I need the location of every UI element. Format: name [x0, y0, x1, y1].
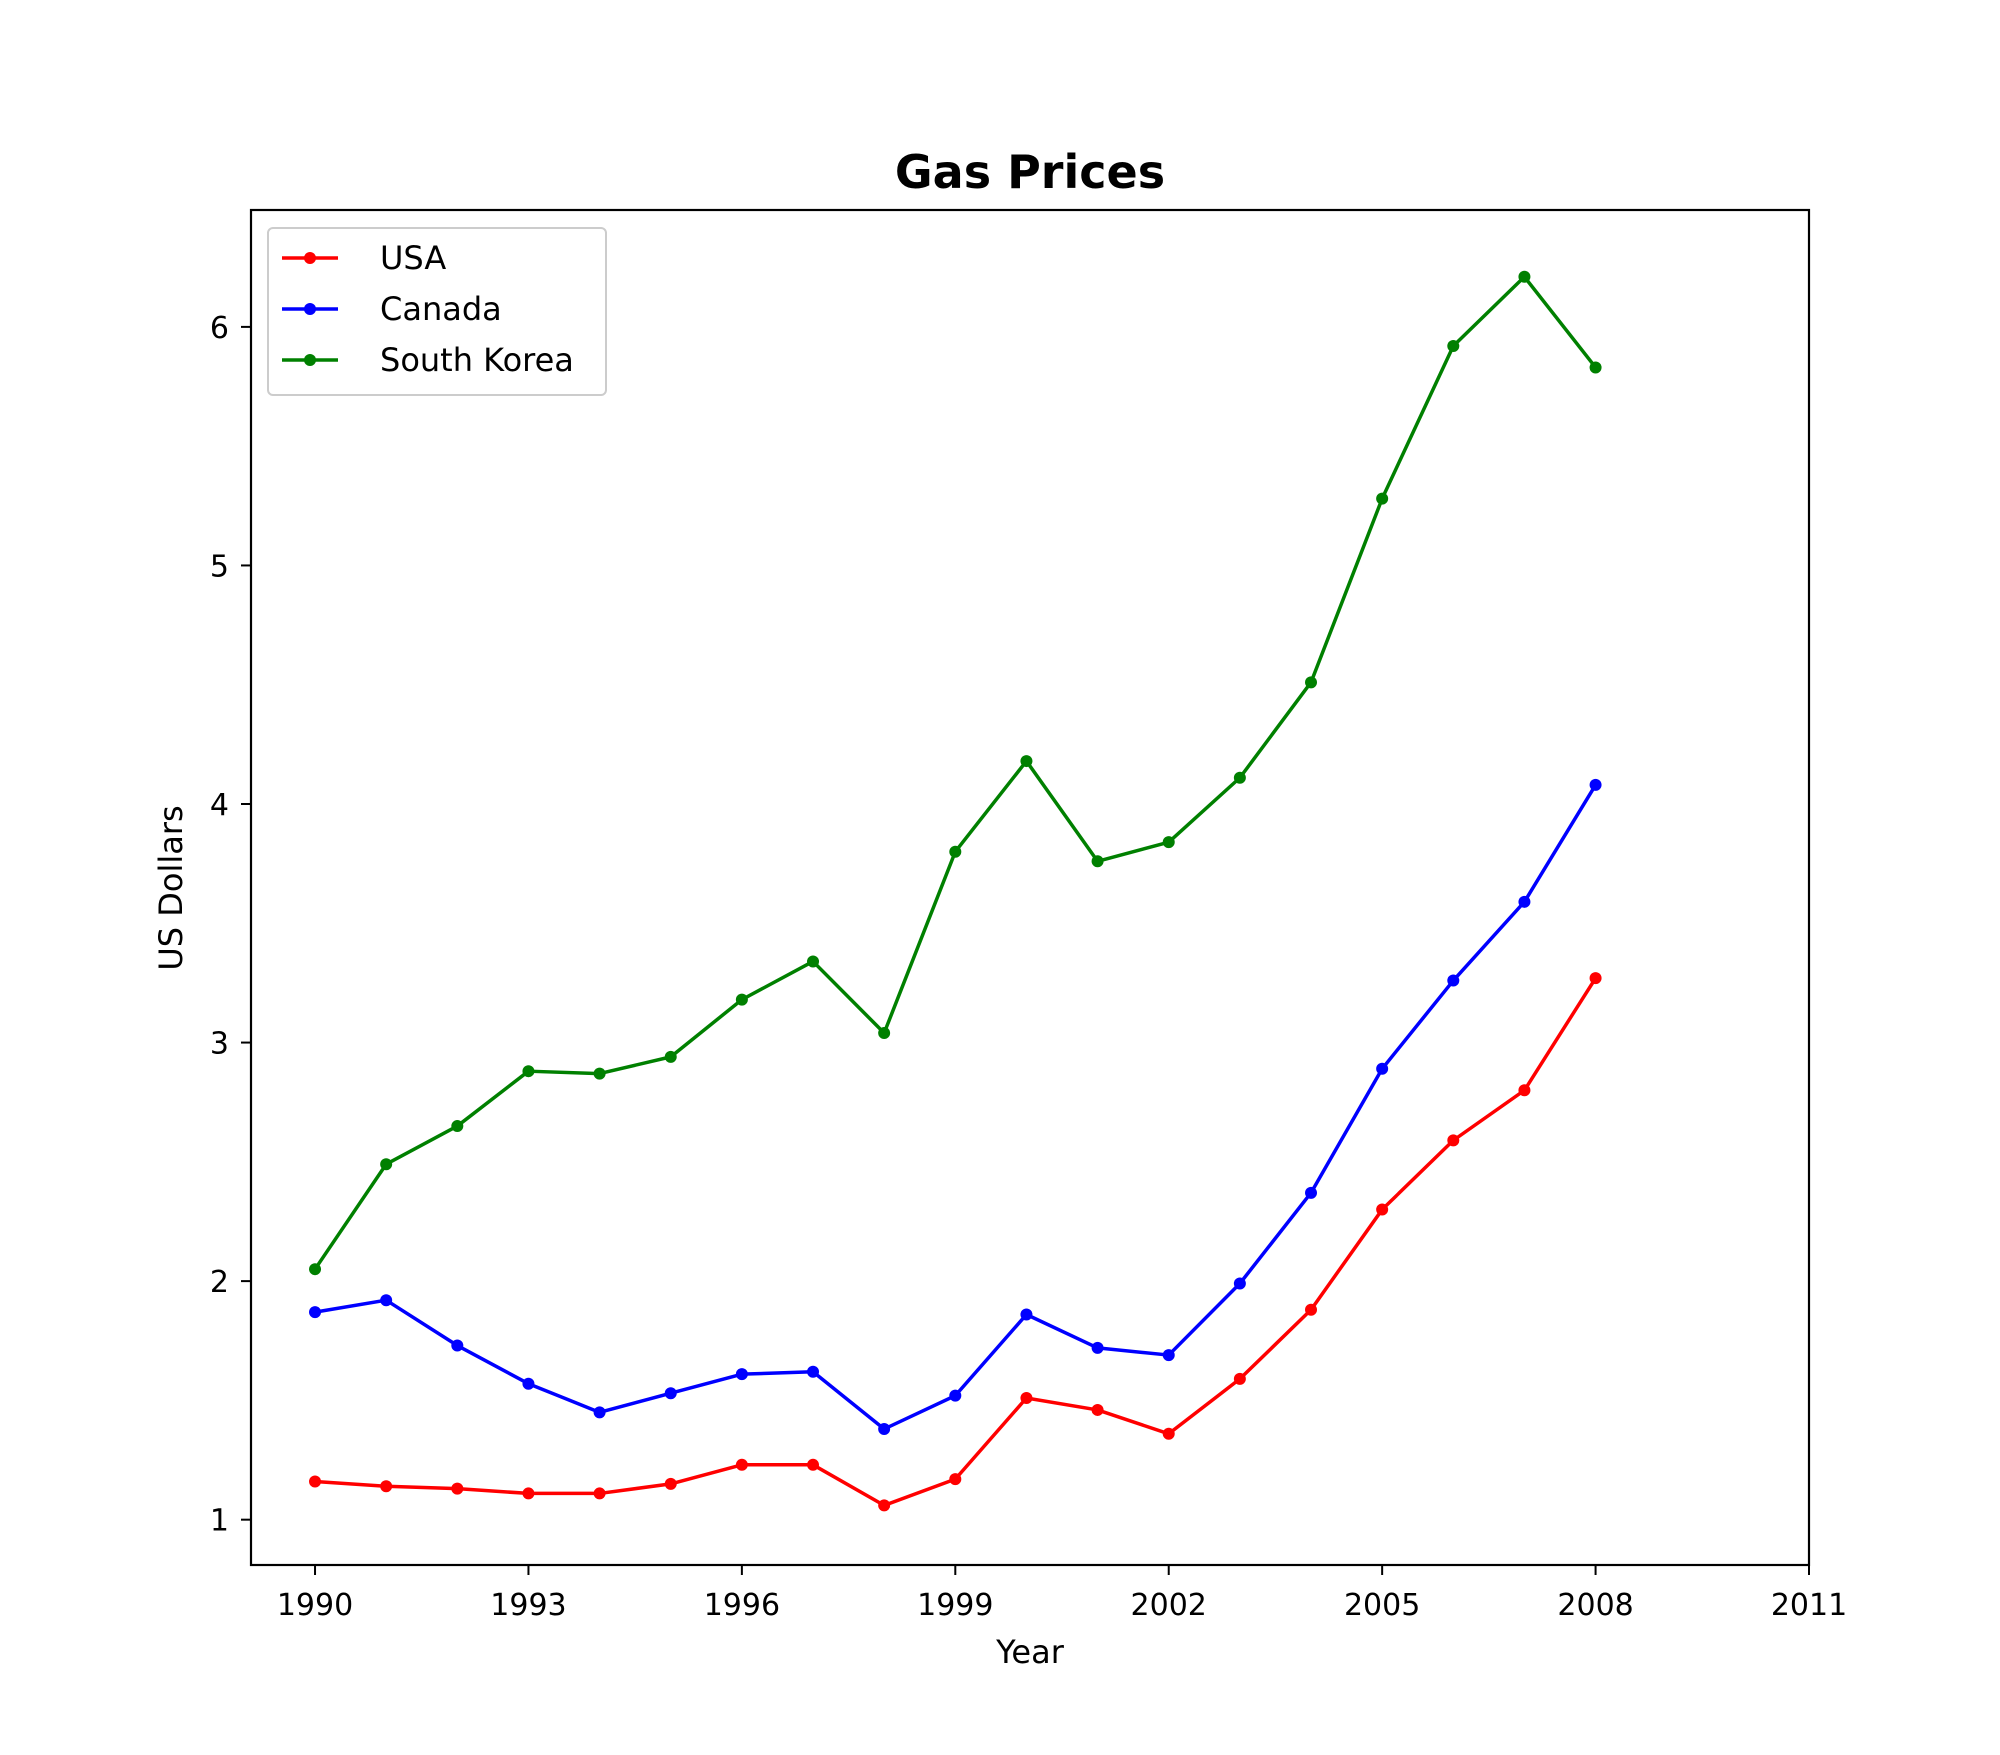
data-point-canada [522, 1377, 535, 1390]
data-point-canada [1589, 778, 1602, 791]
data-point-canada [451, 1339, 464, 1352]
data-point-usa [593, 1487, 606, 1500]
data-point-south-korea [664, 1050, 677, 1063]
data-point-south-korea [1589, 361, 1602, 374]
data-point-usa [1020, 1392, 1033, 1405]
data-point-canada [1447, 974, 1460, 987]
legend-marker-usa [304, 252, 316, 264]
data-point-usa [451, 1482, 464, 1495]
data-point-canada [1020, 1308, 1033, 1321]
data-point-south-korea [949, 845, 962, 858]
legend-label-south-korea: South Korea [380, 341, 574, 379]
data-point-south-korea [735, 993, 748, 1006]
data-point-usa [807, 1458, 820, 1471]
legend-label-usa: USA [380, 239, 446, 277]
data-point-usa [1447, 1134, 1460, 1147]
x-tick-label: 1999 [917, 1588, 993, 1623]
legend-marker-canada [304, 303, 316, 315]
y-tick-label: 6 [210, 311, 229, 346]
x-tick-label: 1996 [704, 1588, 780, 1623]
data-point-canada [1162, 1349, 1175, 1362]
x-tick-label: 1993 [490, 1588, 566, 1623]
data-point-usa [380, 1480, 393, 1493]
data-point-usa [1589, 972, 1602, 985]
data-point-usa [878, 1499, 891, 1512]
data-point-south-korea [1020, 755, 1033, 768]
y-tick-label: 1 [210, 1504, 229, 1539]
data-point-south-korea [1233, 771, 1246, 784]
y-tick-label: 4 [210, 788, 229, 823]
series-line-south-korea [313, 275, 1597, 1271]
data-point-canada [380, 1294, 393, 1307]
x-tick-label: 2005 [1344, 1588, 1420, 1623]
plot-area: 1990 1993 1996 1999 2002 2005 2008 2011 1 2 3 4 5 6 [210, 208, 1847, 1623]
data-point-canada [735, 1368, 748, 1381]
series-line-canada [314, 784, 1598, 1431]
data-point-canada [949, 1389, 962, 1402]
data-point-south-korea [1518, 270, 1531, 283]
legend-marker-south-korea [304, 354, 316, 366]
data-point-canada [309, 1306, 322, 1319]
legend-box [267, 227, 607, 396]
data-point-usa [735, 1458, 748, 1471]
data-point-south-korea [1162, 836, 1175, 849]
data-point-usa [1162, 1427, 1175, 1440]
series-line-usa [314, 977, 1598, 1508]
data-point-canada [878, 1423, 891, 1436]
data-point-south-korea [1091, 855, 1104, 868]
data-point-south-korea [593, 1067, 606, 1080]
data-point-canada [1376, 1062, 1389, 1075]
data-point-south-korea [1447, 339, 1460, 352]
y-tick-label: 5 [210, 549, 229, 584]
data-point-canada [1233, 1277, 1246, 1290]
data-point-usa [949, 1473, 962, 1486]
x-axis-label: Year [995, 1633, 1065, 1671]
data-point-usa [1305, 1303, 1318, 1316]
data-point-usa [1376, 1203, 1389, 1216]
data-point-south-korea [1376, 492, 1389, 505]
data-point-usa [1518, 1084, 1531, 1097]
y-axis-label: US Dollars [152, 805, 190, 970]
data-point-south-korea [807, 955, 820, 968]
data-point-usa [309, 1475, 322, 1488]
data-point-usa [1233, 1372, 1246, 1385]
data-point-south-korea [451, 1120, 464, 1133]
data-point-usa [522, 1487, 535, 1500]
chart-title: Gas Prices [895, 145, 1165, 199]
legend-label-canada: Canada [380, 290, 502, 328]
data-point-canada [1091, 1341, 1104, 1354]
data-point-usa [664, 1477, 677, 1490]
x-tick-label: 2008 [1557, 1588, 1633, 1623]
data-point-canada [664, 1387, 677, 1400]
x-tick-label: 2011 [1771, 1588, 1847, 1623]
x-tick-label: 1990 [277, 1588, 353, 1623]
data-point-canada [593, 1406, 606, 1419]
data-point-south-korea [522, 1065, 535, 1078]
data-point-canada [1305, 1186, 1318, 1199]
y-tick-label: 2 [210, 1265, 229, 1300]
data-point-south-korea [380, 1158, 393, 1171]
x-tick-label: 2002 [1131, 1588, 1207, 1623]
data-point-south-korea [878, 1027, 891, 1040]
data-point-canada [1518, 895, 1531, 908]
legend: USA Canada South Korea [267, 227, 607, 396]
plot-frame [249, 208, 1811, 1567]
data-point-south-korea [1305, 676, 1318, 689]
data-point-south-korea [309, 1263, 322, 1276]
data-point-canada [807, 1365, 820, 1378]
y-tick-label: 3 [210, 1027, 229, 1062]
data-point-usa [1091, 1403, 1104, 1416]
